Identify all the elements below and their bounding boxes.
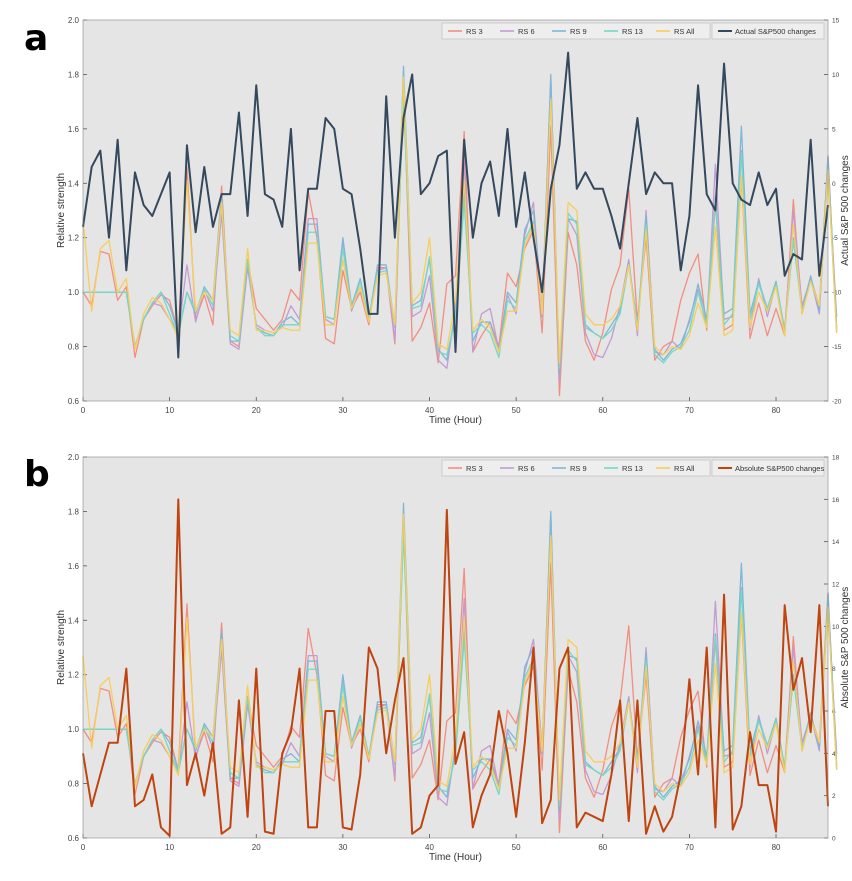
legend-entry: RS 9 <box>570 464 587 473</box>
y2-tick-label: 10 <box>832 72 840 79</box>
y-tick-label: 1.2 <box>68 671 80 680</box>
chart-b: 0 10 20 30 40 50 60 70 800.60.81.01.21.41.61.82.… <box>56 453 851 863</box>
legend-box-sp <box>711 459 825 477</box>
plot-frame <box>82 456 829 839</box>
y2-tick-label: -15 <box>832 344 842 351</box>
x-tick-label: 40 <box>425 406 434 415</box>
x-axis-label: Time (Hour) <box>429 415 482 426</box>
y2-tick-label: -10 <box>832 290 842 297</box>
x-tick-label: 50 <box>512 406 521 415</box>
y-tick-label: 1.6 <box>68 562 80 571</box>
plot-frame <box>82 19 829 402</box>
y-tick-label: 1.0 <box>68 288 80 297</box>
panel-letter-b: b <box>24 454 50 495</box>
x-tick-label: 50 <box>512 843 521 852</box>
x-tick-label: 10 <box>165 406 174 415</box>
legend-entry: RS All <box>674 464 695 473</box>
series-line-rs-all <box>82 513 838 801</box>
legend: RS 3 RS 6 RS 9 RS 13 RS All Actual S&P500 cha… <box>441 22 825 40</box>
y2-tick-label: -5 <box>832 235 838 242</box>
x-tick-label: 40 <box>425 843 434 852</box>
legend-box-rs <box>441 459 711 477</box>
y2-tick-label: 5 <box>832 126 836 133</box>
y-tick-label: 1.6 <box>68 125 80 134</box>
x-tick-label: 60 <box>598 406 607 415</box>
legend-entry: Absolute S&P500 changes <box>735 464 824 473</box>
series-line-absolute-s-p500-changes <box>82 498 829 837</box>
x-tick-label: 10 <box>165 843 174 852</box>
y2-tick-label: 0 <box>832 181 836 188</box>
y-tick-label: 0.8 <box>68 343 80 352</box>
y2-tick-label: 0 <box>832 836 836 843</box>
series-line-rs-13 <box>83 535 838 806</box>
x-tick-label: 70 <box>685 843 694 852</box>
legend: RS 3 RS 6 RS 9 RS 13 RS All Absolute S&P500 c… <box>441 459 825 477</box>
y2-tick-label: 4 <box>832 751 836 758</box>
y-tick-label: 1.2 <box>68 234 80 243</box>
y-tick-label: 2.0 <box>68 16 80 25</box>
legend-entry: RS 6 <box>518 27 535 36</box>
y-tick-label: 0.6 <box>68 834 80 843</box>
y2-tick-label: 8 <box>832 666 836 673</box>
y2-axis-label: Actual S&P 500 changes <box>840 155 851 265</box>
legend-entry: Actual S&P500 changes <box>735 27 816 36</box>
legend-box-sp <box>711 22 825 40</box>
y-tick-label: 1.8 <box>68 70 80 79</box>
x-tick-label: 80 <box>772 406 781 415</box>
y2-tick-label: -20 <box>832 399 842 406</box>
panel-letter-a: a <box>24 18 49 59</box>
x-tick-label: 60 <box>598 843 607 852</box>
legend-entry: RS 9 <box>570 27 587 36</box>
y2-tick-label: 18 <box>832 455 840 462</box>
x-tick-label: 0 <box>81 843 86 852</box>
series-line-actual-s-p500-changes <box>82 51 829 359</box>
y-tick-label: 1.4 <box>68 616 80 625</box>
legend-entry: RS 13 <box>622 27 643 36</box>
x-axis-label: Time (Hour) <box>429 852 482 863</box>
chart-a: 0 10 20 30 40 50 60 70 800.60.81.01.21.41.61.82.… <box>56 16 851 426</box>
y2-tick-label: 12 <box>832 582 840 589</box>
y2-axis-label: Absolute S&P 500 changes <box>840 587 851 709</box>
legend-box-rs <box>441 22 711 40</box>
legend-entry: RS 13 <box>622 464 643 473</box>
x-tick-label: 20 <box>252 406 261 415</box>
x-tick-label: 30 <box>338 406 347 415</box>
y2-tick-label: 14 <box>832 539 840 546</box>
x-tick-label: 80 <box>772 843 781 852</box>
x-tick-label: 30 <box>338 843 347 852</box>
y-axis-label: Relative strength <box>56 173 67 248</box>
legend-entry: RS 6 <box>518 464 535 473</box>
legend-entry: RS 3 <box>466 27 483 36</box>
y-tick-label: 1.8 <box>68 507 80 516</box>
y2-tick-label: 15 <box>832 18 840 25</box>
y2-tick-label: 16 <box>832 497 840 504</box>
x-tick-label: 0 <box>81 406 86 415</box>
y-tick-label: 0.8 <box>68 780 80 789</box>
y-tick-label: 2.0 <box>68 453 80 462</box>
legend-entry: RS 3 <box>466 464 483 473</box>
y-axis-label: Relative strength <box>56 610 67 685</box>
y-tick-label: 0.6 <box>68 397 80 406</box>
y2-tick-label: 10 <box>832 624 840 631</box>
legend-entry: RS All <box>674 27 695 36</box>
x-tick-label: 20 <box>252 843 261 852</box>
y2-tick-label: 2 <box>832 793 836 800</box>
y-tick-label: 1.0 <box>68 725 80 734</box>
x-tick-label: 70 <box>685 406 694 415</box>
y-tick-label: 1.4 <box>68 179 80 188</box>
